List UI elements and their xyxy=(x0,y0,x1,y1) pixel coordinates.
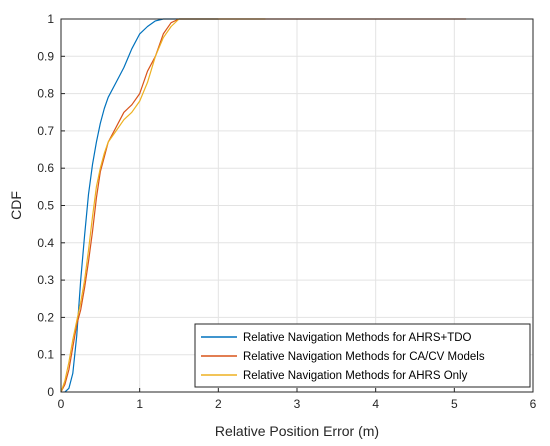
y-tick-label: 0.7 xyxy=(37,124,54,138)
legend-box xyxy=(194,323,531,388)
x-tick-label: 2 xyxy=(215,397,222,411)
y-tick-label: 0.6 xyxy=(37,161,54,175)
x-tick-label: 1 xyxy=(136,397,143,411)
series-line-2 xyxy=(60,18,467,393)
ticks: 0 1 2 3 4 5 6 0 0.1 0.2 0.3 0.4 0.5 0.6 0.7 0.8 0.9 1 xyxy=(37,12,536,411)
x-tick-label: 5 xyxy=(451,397,458,411)
x-tick-label: 6 xyxy=(530,397,537,411)
x-axis-label: Relative Position Error (m) xyxy=(215,423,379,439)
y-tick-label: 0.1 xyxy=(37,348,54,362)
y-tick-label: 0.8 xyxy=(37,87,54,101)
y-tick-label: 0.4 xyxy=(37,236,54,250)
y-tick-label: 0.2 xyxy=(37,310,54,324)
legend-entry: Relative Navigation Methods for AHRS Onl… xyxy=(243,370,468,382)
series-lines xyxy=(60,18,467,393)
y-axis-label: CDF xyxy=(8,191,24,220)
series-line-3 xyxy=(60,18,266,393)
x-tick-label: 3 xyxy=(294,397,301,411)
legend-entry: Relative Navigation Methods for AHRS+TDO xyxy=(243,332,472,344)
x-tick-label: 0 xyxy=(58,397,65,411)
y-tick-label: 0 xyxy=(47,385,54,399)
y-tick-label: 1 xyxy=(47,12,54,26)
y-tick-label: 0.3 xyxy=(37,273,54,287)
y-tick-label: 0.9 xyxy=(37,49,54,63)
y-tick-label: 0.5 xyxy=(37,199,54,213)
x-tick-label: 4 xyxy=(372,397,379,411)
series-line-1 xyxy=(64,18,219,393)
legend: Relative Navigation Methods for AHRS+TDO… xyxy=(194,323,531,388)
legend-entry: Relative Navigation Methods for CA/CV Mo… xyxy=(243,351,485,363)
